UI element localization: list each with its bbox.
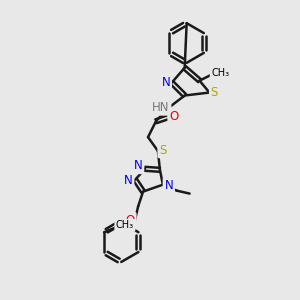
- Text: N: N: [124, 174, 133, 187]
- Text: N: N: [161, 76, 170, 89]
- Text: S: S: [211, 86, 218, 99]
- Text: S: S: [159, 143, 167, 157]
- Text: CH₃: CH₃: [116, 220, 134, 230]
- Text: O: O: [126, 214, 135, 227]
- Text: HN: HN: [152, 101, 169, 114]
- Text: O: O: [169, 110, 178, 123]
- Text: N: N: [164, 179, 173, 192]
- Text: N: N: [134, 159, 142, 172]
- Text: CH₃: CH₃: [211, 68, 230, 78]
